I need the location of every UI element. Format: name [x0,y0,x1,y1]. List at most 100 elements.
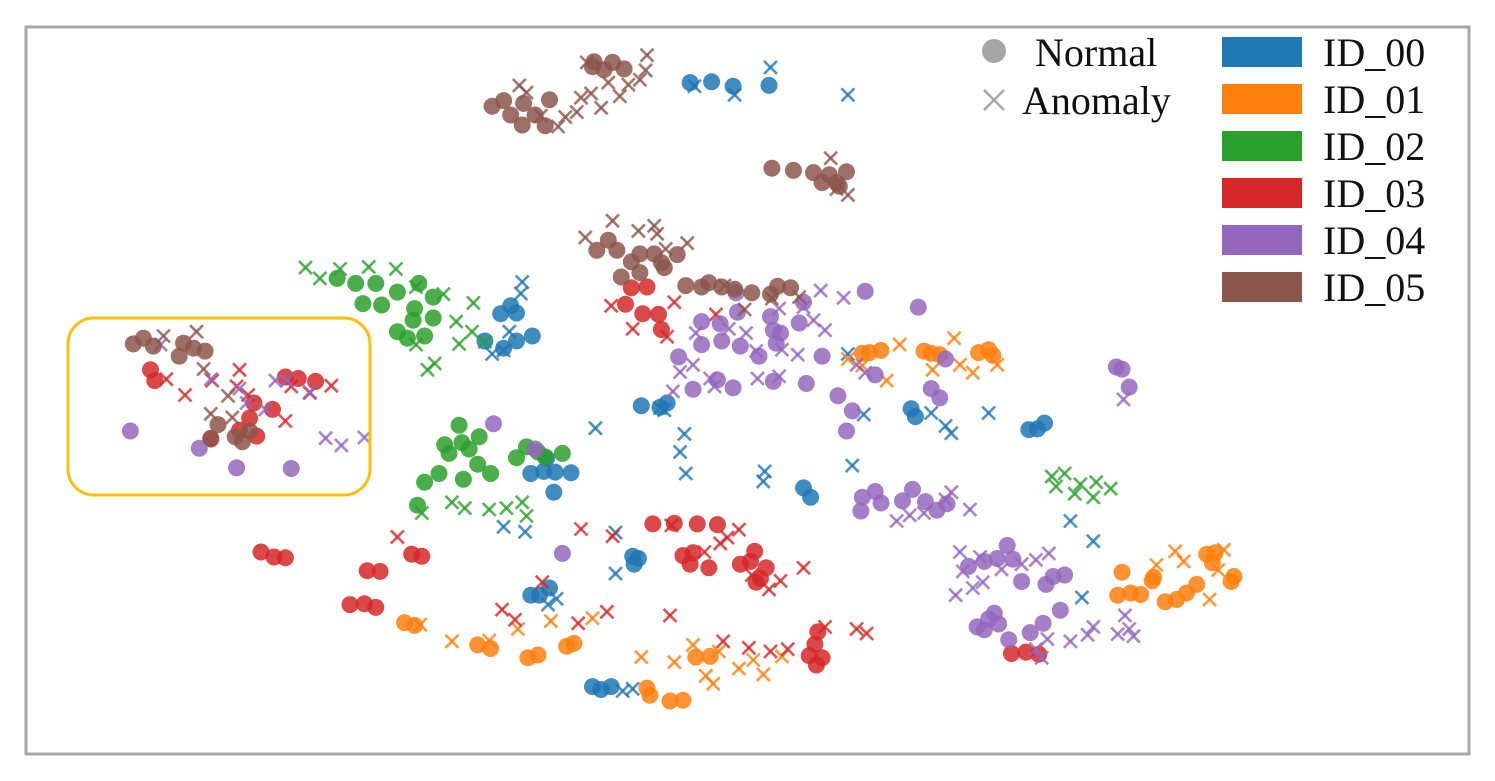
id-01-anomaly-point [965,365,981,381]
legend-label-id-04: ID_04 [1323,218,1425,263]
id-05-anomaly-point [632,72,648,88]
id-00-anomaly-point [496,342,512,358]
id-04-normal-point [998,537,1016,554]
legend-swatch-id-01 [1222,84,1302,114]
highlight-box [66,316,372,497]
id-05-anomaly-point [557,109,573,125]
id-02-anomaly-point [514,494,530,510]
id-02-anomaly-point [465,295,481,311]
id-03-normal-point [1003,645,1020,662]
id-05-normal-point [513,116,531,134]
id-04-normal-point [1004,550,1022,568]
id-03-anomaly-point [859,625,875,641]
id-02-normal-point [373,296,391,314]
id-05-anomaly-point [579,54,595,70]
id-00-anomaly-point [844,458,860,474]
id-03-normal-point [708,516,726,534]
id-04-normal-point [711,315,729,333]
id-02-anomaly-point [464,324,480,340]
id-05-anomaly-point [612,88,628,104]
id-01-anomaly-point [952,357,968,373]
id-03-normal-point [241,409,259,427]
id-01-anomaly-point [892,337,908,353]
id-04-anomaly-point [707,378,722,394]
id-02-normal-point [460,440,478,458]
id-00-anomaly-point [840,87,856,103]
id-02-normal-point [470,428,488,446]
id-05-anomaly-point [593,100,609,116]
id-00-anomaly-point [549,591,565,607]
id-04-anomaly-point [965,580,981,596]
id-01-anomaly-point [585,610,600,626]
id-01-anomaly-point [755,666,771,682]
id-04-normal-point [1013,573,1031,590]
id-01-normal-point [872,341,890,359]
id-03-normal-point [700,559,718,577]
id-04-anomaly-point [318,430,334,446]
id-04-normal-point [922,380,940,398]
id-01-anomaly-point [1149,557,1164,573]
id-04-anomaly-point [836,290,852,306]
id-04-anomaly-point [943,484,959,500]
id-05-normal-point [495,92,513,110]
id-04-anomaly-point [267,373,283,389]
id-05-anomaly-point [620,77,636,93]
id-00-anomaly-point [608,566,623,582]
id-01-anomaly-point [543,613,559,629]
id-03-normal-point [252,543,270,561]
id-00-anomaly-point [755,473,771,489]
legend-swatch-id-05 [1222,272,1302,302]
id-04-normal-point [713,332,731,350]
id-00-anomaly-point [923,405,939,421]
id-01-normal-point [1132,586,1150,603]
id-04-anomaly-point [688,325,704,341]
id-03-anomaly-point [625,321,641,337]
id-01-anomaly-point [412,617,428,633]
id-04-anomaly-point [1039,631,1055,647]
id-01-anomaly-point [711,643,727,659]
id-03-anomaly-point [534,574,550,590]
id-03-anomaly-point [494,602,510,618]
legend-normal-marker [982,39,1006,63]
id-04-anomaly-point [750,371,765,386]
id-02-anomaly-point [298,260,313,276]
id-03-normal-point [617,295,634,313]
id-00-anomaly-point [484,346,500,362]
id-04-anomaly-point [962,502,978,517]
id-03-anomaly-point [605,528,621,544]
id-00-anomaly-point [615,683,631,699]
id-04-anomaly-point [994,561,1009,577]
id-05-normal-point [769,277,787,295]
id-05-normal-point [700,274,718,292]
id-00-anomaly-point [540,597,556,613]
id-03-anomaly-point [323,378,339,394]
id-04-anomaly-point [771,368,787,384]
id-04-normal-point [693,313,711,331]
id-05-anomaly-point [646,218,662,234]
id-00-normal-point [584,678,601,696]
id-04-normal-point [843,402,861,420]
id-01-anomaly-point [989,357,1005,373]
id-05-anomaly-point [764,291,780,307]
id-03-anomaly-point [731,522,747,538]
id-01-anomaly-point [925,362,941,378]
id-05-anomaly-point [840,187,856,203]
id-03-normal-point [413,547,431,565]
legend-label-id-00: ID_00 [1323,30,1425,75]
id-05-normal-point [677,277,695,295]
id-04-anomaly-point [771,301,787,317]
id-04-normal-point [1000,631,1018,649]
id-04-anomaly-point [790,347,806,363]
id-05-normal-point [526,106,544,124]
id-03-normal-point [644,515,662,533]
id-05-normal-point [502,106,520,124]
id-00-anomaly-point [501,324,517,340]
id-03-normal-point [622,279,640,297]
id-03-normal-point [650,305,667,323]
id-05-normal-point [588,241,606,259]
id-05-anomaly-point [639,47,655,63]
id-04-anomaly-point [1085,619,1101,635]
id-02-anomaly-point [435,286,451,302]
id-01-anomaly-point [444,633,460,649]
id-05-anomaly-point [220,388,236,404]
